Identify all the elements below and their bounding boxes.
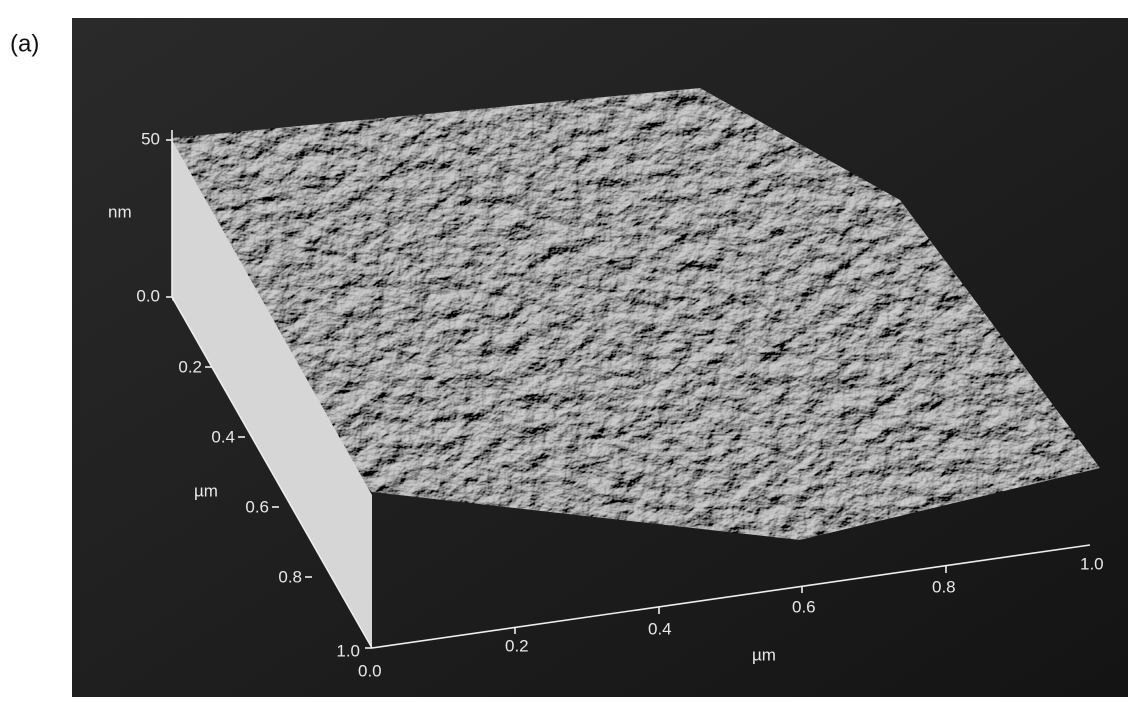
x-unit: µm: [752, 645, 776, 664]
y-tick-label: 0.2: [178, 357, 202, 376]
y-tick-label: 0.4: [211, 427, 235, 446]
x-tick-label: 0.8: [932, 577, 956, 596]
y-unit: µm: [194, 481, 218, 500]
x-tick-label: 1.0: [1080, 554, 1104, 573]
z-unit: nm: [108, 202, 132, 221]
x-tick-label: 0.4: [648, 619, 672, 638]
panel-label: (a): [10, 30, 39, 57]
figure: (a) 50 0.0 nm 0.2 0.4 0.6 0.8 1.0 µm 0.0…: [0, 0, 1128, 697]
y-tick-label: 0.6: [245, 497, 269, 516]
y-tick-label: 0.8: [278, 567, 302, 586]
x-tick-label: 0.6: [792, 597, 816, 616]
y-tick-label: 1.0: [336, 641, 360, 660]
z-tick-label: 50: [141, 129, 160, 148]
x-tick-label: 0.0: [358, 661, 382, 680]
page: (a) 50 0.0 nm 0.2 0.4 0.6 0.8 1.0 µm 0.0…: [0, 0, 1128, 697]
x-tick-label: 0.2: [505, 636, 529, 655]
z-tick-label: 0.0: [136, 286, 160, 305]
